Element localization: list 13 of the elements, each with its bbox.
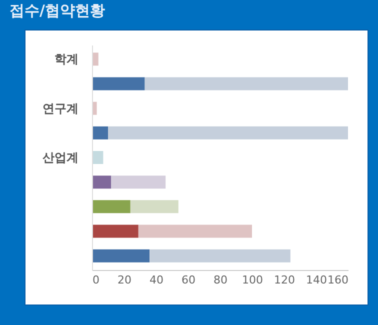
x-tick-label: 140 [306, 274, 327, 286]
x-tick-label: 100 [242, 274, 263, 286]
y-tick-label: 학계 [54, 52, 78, 66]
x-tick-label: 80 [214, 274, 228, 286]
x-tick-label: 160 [328, 274, 348, 286]
x-tick-label: 60 [182, 274, 196, 286]
x-tick-label: 0 [92, 274, 100, 286]
x-tick-label: 40 [150, 274, 164, 286]
x-tick-label: 120 [274, 274, 295, 286]
y-tick-label: 연구계 [42, 101, 78, 116]
y-tick-label: 산업계 [42, 150, 78, 164]
chart-title: 접수/협약현황 [10, 2, 105, 20]
x-tick-label: 20 [118, 274, 132, 286]
